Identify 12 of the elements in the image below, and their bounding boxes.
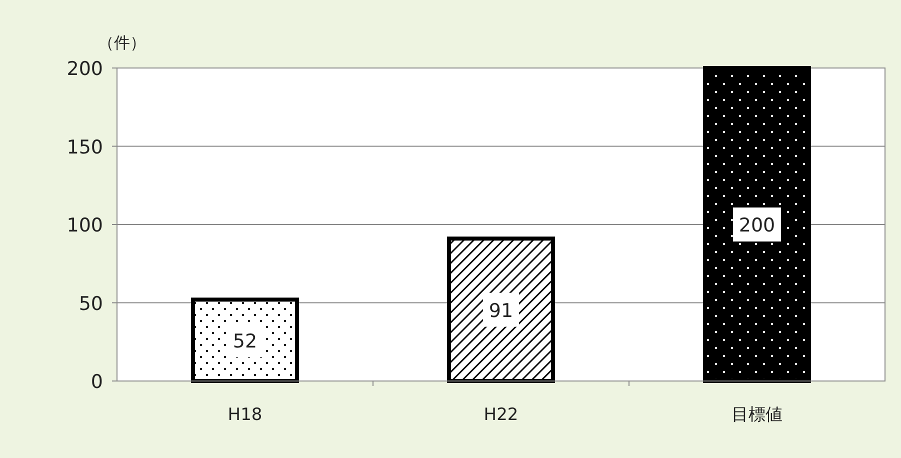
x-tick-label: 目標値: [732, 405, 782, 425]
y-axis-title: （件）: [98, 33, 146, 52]
y-tick-label: 50: [78, 292, 103, 315]
data-label: 200: [738, 214, 776, 236]
x-tick-label: H18: [228, 405, 262, 425]
y-tick-label: 150: [66, 136, 103, 158]
y-tick-label: 100: [66, 214, 103, 236]
y-tick-label: 200: [66, 58, 103, 80]
x-tick-label: H22: [484, 405, 518, 425]
data-label: 91: [488, 300, 514, 322]
data-label: 52: [232, 330, 258, 352]
y-tick-label: 0: [90, 371, 103, 393]
